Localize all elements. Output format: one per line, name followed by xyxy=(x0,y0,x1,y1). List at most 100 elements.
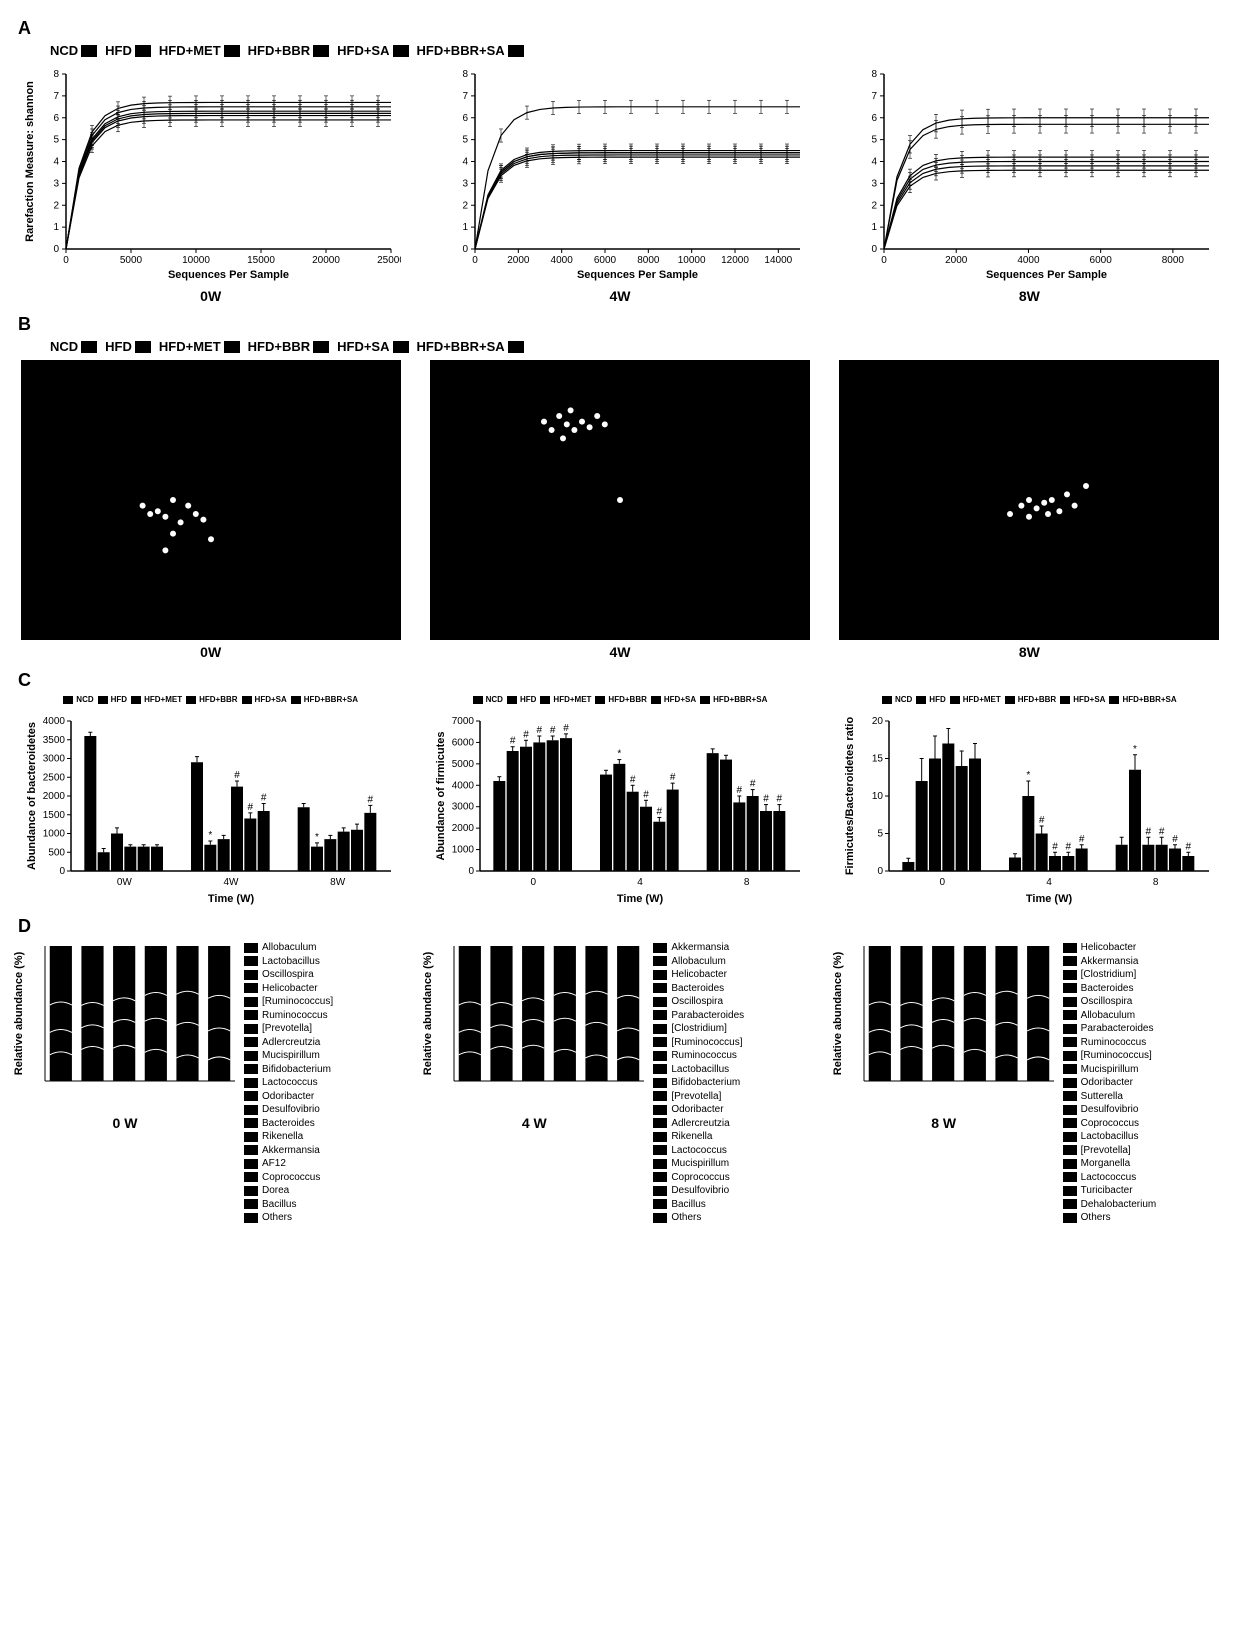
legend-label: HFD xyxy=(111,695,127,704)
taxa-label: Others xyxy=(1081,1211,1111,1225)
taxa-label: [Ruminococcus] xyxy=(1081,1049,1152,1063)
legend-label: HFD+BBR xyxy=(1018,695,1056,704)
time-label: 4W xyxy=(609,288,630,304)
chart-svg: Relative abundance (%) xyxy=(10,941,240,1111)
svg-text:#: # xyxy=(1173,834,1179,845)
taxa-label: Oscillospira xyxy=(1081,995,1133,1009)
swatch xyxy=(653,1213,667,1223)
svg-text:#: # xyxy=(550,725,556,736)
svg-text:4000: 4000 xyxy=(1018,255,1041,266)
svg-text:#: # xyxy=(670,772,676,783)
legend-item: HFD+BBR+SA xyxy=(417,339,524,354)
svg-text:#: # xyxy=(537,725,543,736)
svg-text:1500: 1500 xyxy=(42,810,65,821)
taxa-item: Coprococcus xyxy=(244,1171,333,1185)
swatch xyxy=(244,1037,258,1047)
taxa-item: Dorea xyxy=(244,1184,333,1198)
svg-text:#: # xyxy=(261,793,267,804)
swatch xyxy=(244,1199,258,1209)
legend-item: HFD+BBR+SA xyxy=(417,43,524,58)
swatch xyxy=(508,341,524,353)
chart-svg: 01234567802000400060008000Sequences Per … xyxy=(839,64,1219,284)
svg-text:8: 8 xyxy=(462,69,468,80)
swatch xyxy=(1063,1078,1077,1088)
svg-text:#: # xyxy=(763,794,769,805)
swatch xyxy=(1063,956,1077,966)
taxa-label: Bacillus xyxy=(262,1198,296,1212)
swatch xyxy=(1063,1051,1077,1061)
swatch xyxy=(653,1105,667,1115)
bar-chart-1: NCDHFDHFD+METHFD+BBRHFD+SAHFD+BBR+SA0100… xyxy=(419,695,820,906)
legend-label: HFD+MET xyxy=(553,695,591,704)
svg-text:1: 1 xyxy=(462,222,468,233)
taxa-item: Coprococcus xyxy=(653,1171,744,1185)
svg-text:15: 15 xyxy=(872,754,884,765)
taxa-label: Desulfovibrio xyxy=(671,1184,729,1198)
svg-text:2000: 2000 xyxy=(42,791,65,802)
taxa-item: Akkermansia xyxy=(1063,955,1157,969)
taxa-label: Bifidobacterium xyxy=(262,1063,331,1077)
svg-text:#: # xyxy=(737,785,743,796)
swatch xyxy=(244,1132,258,1142)
svg-text:8000: 8000 xyxy=(1162,255,1185,266)
legend-item: HFD xyxy=(916,695,945,704)
swatch xyxy=(135,45,151,57)
swatch xyxy=(653,1118,667,1128)
swatch xyxy=(1063,1186,1077,1196)
svg-text:5000: 5000 xyxy=(120,255,143,266)
legend-item: HFD+MET xyxy=(159,43,240,58)
svg-text:1: 1 xyxy=(53,222,59,233)
taxa-item: Others xyxy=(244,1211,333,1225)
pca-chart-0w: 0W xyxy=(10,360,411,660)
legend-label: HFD+BBR xyxy=(199,695,237,704)
taxa-label: Desulfovibrio xyxy=(1081,1103,1139,1117)
legend-label: HFD+MET xyxy=(963,695,1001,704)
legend-label: NCD xyxy=(486,695,503,704)
svg-text:20: 20 xyxy=(872,716,884,727)
rarefaction-chart-0w: 0123456780500010000150002000025000Sequen… xyxy=(10,64,411,304)
taxa-label: Rikenella xyxy=(262,1130,303,1144)
svg-text:8W: 8W xyxy=(330,877,346,888)
svg-text:*: * xyxy=(208,830,212,841)
svg-text:0: 0 xyxy=(63,255,69,266)
taxa-item: Bifidobacterium xyxy=(244,1063,333,1077)
taxa-item: [Ruminococcus] xyxy=(653,1036,744,1050)
svg-text:7: 7 xyxy=(462,91,468,102)
taxa-item: [Prevotella] xyxy=(653,1090,744,1104)
legend-label: HFD xyxy=(105,339,132,354)
svg-text:5: 5 xyxy=(462,135,468,146)
taxa-item: Lactococcus xyxy=(1063,1171,1157,1185)
svg-text:4: 4 xyxy=(872,157,878,168)
swatch xyxy=(244,943,258,953)
time-label: 8 W xyxy=(829,1115,1059,1131)
swatch xyxy=(393,45,409,57)
taxa-item: Parabacteroides xyxy=(1063,1022,1157,1036)
time-label: 8W xyxy=(1019,644,1040,660)
taxa-label: [Clostridium] xyxy=(1081,968,1137,982)
legend-item: HFD+BBR xyxy=(248,43,329,58)
svg-text:*: * xyxy=(1133,744,1137,755)
legend-item: HFD+SA xyxy=(651,695,696,704)
panel-d-label: D xyxy=(18,916,1230,937)
svg-text:3000: 3000 xyxy=(452,802,475,813)
taxa-item: Sutterella xyxy=(1063,1090,1157,1104)
taxa-label: Odoribacter xyxy=(262,1090,314,1104)
svg-text:#: # xyxy=(1039,815,1045,826)
svg-text:4000: 4000 xyxy=(42,716,65,727)
taxa-label: Oscillospira xyxy=(671,995,723,1009)
time-label: 0 W xyxy=(10,1115,240,1131)
swatch xyxy=(651,696,661,704)
legend-label: NCD xyxy=(50,43,78,58)
svg-text:#: # xyxy=(657,806,663,817)
taxa-label: Ruminococcus xyxy=(262,1009,328,1023)
chart-svg: 050010001500200025003000350040000W*###4W… xyxy=(21,706,401,906)
taxa-label: Adlercreutzia xyxy=(262,1036,320,1050)
taxa-label: Bacteroides xyxy=(262,1117,315,1131)
legend-item: HFD xyxy=(105,43,151,58)
legend-label: HFD+BBR xyxy=(608,695,646,704)
time-label: 8W xyxy=(1019,288,1040,304)
taxa-label: Ruminococcus xyxy=(671,1049,737,1063)
svg-text:#: # xyxy=(1146,826,1152,837)
legend-label: NCD xyxy=(50,339,78,354)
taxa-label: Dehalobacterium xyxy=(1081,1198,1157,1212)
